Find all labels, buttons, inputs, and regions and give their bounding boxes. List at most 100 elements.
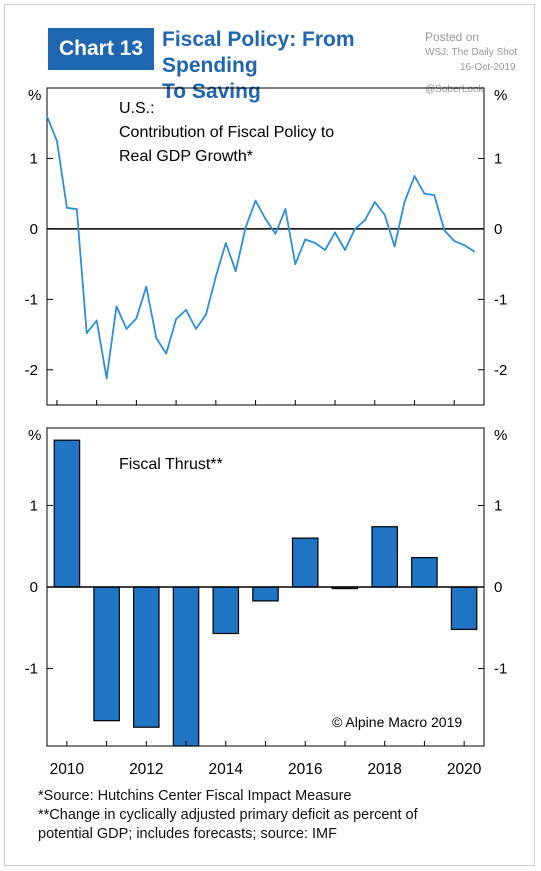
top-y-tick-label-right: -2 [494,362,507,379]
x-tick-label-2018: 2018 [367,761,401,778]
top-chart-title-line3: Real GDP Growth* [119,148,253,165]
top-y-tick-label-left: 1 [30,150,38,167]
fiscal-thrust-bar-2011 [93,586,120,722]
x-tick-label-2020: 2020 [447,761,482,778]
fiscal-contribution-point [473,250,475,253]
bottom-y-tick-label-right: 1 [494,497,502,514]
fiscal-contribution-point [393,245,396,248]
watermark-date: 16-Oct-2019 [460,62,516,73]
top-y-tick-label-left: -1 [25,291,38,308]
fiscal-contribution-point [274,232,277,235]
bottom-chart-panel: % % Fiscal Thrust** © Alpine Macro 2019 … [25,427,508,778]
fiscal-contribution-point [175,318,178,320]
fiscal-contribution-point [443,229,446,232]
fiscal-contribution-point [214,275,217,278]
fiscal-thrust-bar-2015 [252,586,279,602]
watermark-posted-on: Posted on [425,30,480,44]
fiscal-contribution-point [185,309,187,311]
fiscal-contribution-point [264,218,267,220]
fiscal-contribution-point [403,201,406,204]
fiscal-thrust-bar-2016 [291,537,319,588]
fiscal-contribution-point [244,226,247,229]
fiscal-contribution-point [195,328,197,330]
bottom-y-tick-label-left: -1 [25,661,38,678]
bottom-y-tick-label-right: 0 [494,579,502,596]
watermark-source: WSJ: The Daily Shot [425,47,518,58]
bottom-y-tick-label-left: 0 [30,579,38,596]
fiscal-contribution-point [46,115,48,118]
fiscal-contribution-point [294,263,297,266]
top-y-tick-label-right: -1 [494,291,507,308]
fiscal-contribution-point [56,139,58,142]
x-tick-label-2016: 2016 [288,761,322,778]
chart-title-line2: To Saving [162,80,261,103]
fiscal-contribution-point [463,244,466,246]
fiscal-contribution-point [95,319,98,322]
fiscal-contribution-point [413,175,416,177]
fiscal-contribution-point [145,285,148,288]
top-y-unit-right: % [494,87,507,104]
fiscal-contribution-point [115,305,118,308]
top-y-tick-label-left: 0 [30,221,38,238]
fiscal-contribution-point [353,227,356,230]
fiscal-contribution-point [383,213,386,216]
fiscal-contribution-point [105,377,108,380]
fiscal-thrust-bar-2012 [133,586,160,728]
top-chart-title-line1: U.S.: [119,100,155,117]
fiscal-thrust-bar-2018 [371,526,398,588]
top-chart-title-line2: Contribution of Fiscal Policy to [119,124,334,141]
top-y-tick-label-right: 1 [494,150,502,167]
fiscal-contribution-point [75,208,78,211]
fiscal-contribution-point [304,238,307,241]
bottom-y-unit-right: % [494,427,507,444]
fiscal-thrust-bar-2010 [53,439,81,588]
fiscal-contribution-point [224,242,227,244]
bottom-y-unit-left: % [28,427,41,444]
fiscal-contribution-point [344,249,346,251]
x-tick-label-2014: 2014 [209,761,244,778]
bottom-chart-title: Fiscal Thrust** [119,456,223,473]
x-tick-label-2010: 2010 [50,761,85,778]
bottom-y-tick-label-left: 1 [30,497,38,514]
fiscal-contribution-point [433,194,436,196]
fiscal-contribution-point [314,242,317,244]
chart-number-badge: Chart 13 [48,28,154,70]
fiscal-thrust-bar-2019 [411,556,438,588]
fiscal-contribution-point [254,199,257,202]
fiscal-contribution-point [234,270,237,273]
chart-title-line1: Fiscal Policy: From Spending [162,28,355,77]
chart-title: Fiscal Policy: From Spending To Saving [162,27,452,105]
top-y-unit-left: % [28,87,41,104]
top-chart-plot-border [46,87,485,406]
fiscal-contribution-line [46,115,475,380]
fiscal-contribution-point [334,231,336,234]
x-tick-label-2012: 2012 [129,761,163,778]
fiscal-contribution-point [85,332,88,335]
fiscal-contribution-point [165,352,168,355]
chart-frame [4,4,535,866]
watermark-handle: @SoberLook [425,84,484,95]
fiscal-contribution-point [125,328,128,330]
fiscal-contribution-point [284,208,287,211]
footnote-definition-line1: **Change in cyclically adjusted primary … [38,807,418,823]
bottom-y-tick-label-right: -1 [494,661,507,678]
fiscal-contribution-point [453,239,456,242]
top-y-tick-label-left: -2 [25,362,38,379]
fiscal-thrust-bar-2014 [212,586,240,635]
fiscal-contribution-point [65,206,68,209]
fiscal-thrust-bar-2013 [172,586,200,747]
fiscal-contribution-point [324,249,326,251]
fiscal-contribution-point [205,313,207,316]
fiscal-contribution-point [363,219,366,222]
fiscal-contribution-point [155,337,158,339]
fiscal-thrust-bar-2020 [450,586,478,631]
fiscal-contribution-point [423,192,426,195]
fiscal-contribution-point [135,317,138,320]
fiscal-contribution-point [373,201,376,204]
footnote-source: *Source: Hutchins Center Fiscal Impact M… [38,788,352,804]
top-y-tick-label-right: 0 [494,221,502,238]
footnote-definition-line2: potential GDP; includes forecasts; sourc… [38,826,337,842]
copyright-annotation: © Alpine Macro 2019 [332,714,462,730]
top-chart-panel: % % U.S.: Contribution of Fiscal Policy … [25,87,507,406]
